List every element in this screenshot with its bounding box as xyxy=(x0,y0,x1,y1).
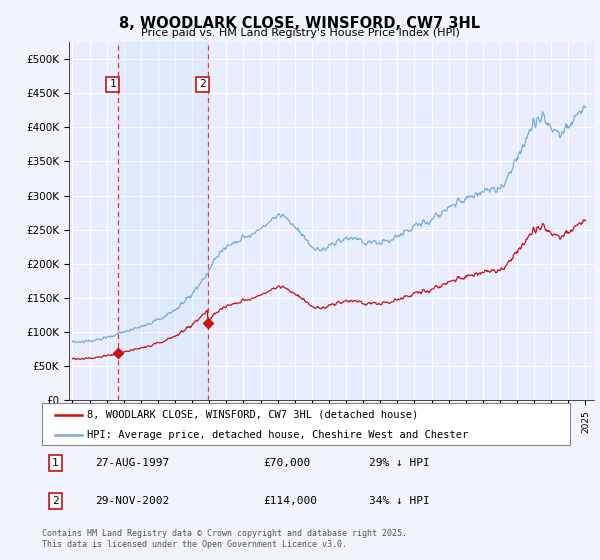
Text: 2: 2 xyxy=(52,496,59,506)
Text: 1: 1 xyxy=(52,458,59,468)
Text: 34% ↓ HPI: 34% ↓ HPI xyxy=(370,496,430,506)
Text: 2: 2 xyxy=(199,80,206,90)
Text: HPI: Average price, detached house, Cheshire West and Chester: HPI: Average price, detached house, Ches… xyxy=(87,430,468,440)
Text: 27-AUG-1997: 27-AUG-1997 xyxy=(95,458,169,468)
Text: 1: 1 xyxy=(109,80,116,90)
Text: 8, WOODLARK CLOSE, WINSFORD, CW7 3HL (detached house): 8, WOODLARK CLOSE, WINSFORD, CW7 3HL (de… xyxy=(87,409,418,419)
Text: 29-NOV-2002: 29-NOV-2002 xyxy=(95,496,169,506)
Text: 29% ↓ HPI: 29% ↓ HPI xyxy=(370,458,430,468)
Text: 8, WOODLARK CLOSE, WINSFORD, CW7 3HL: 8, WOODLARK CLOSE, WINSFORD, CW7 3HL xyxy=(119,16,481,31)
Text: Price paid vs. HM Land Registry's House Price Index (HPI): Price paid vs. HM Land Registry's House … xyxy=(140,28,460,38)
Text: Contains HM Land Registry data © Crown copyright and database right 2025.
This d: Contains HM Land Registry data © Crown c… xyxy=(42,529,407,549)
Bar xyxy=(118,42,208,400)
Text: £70,000: £70,000 xyxy=(264,458,311,468)
Text: £114,000: £114,000 xyxy=(264,496,318,506)
